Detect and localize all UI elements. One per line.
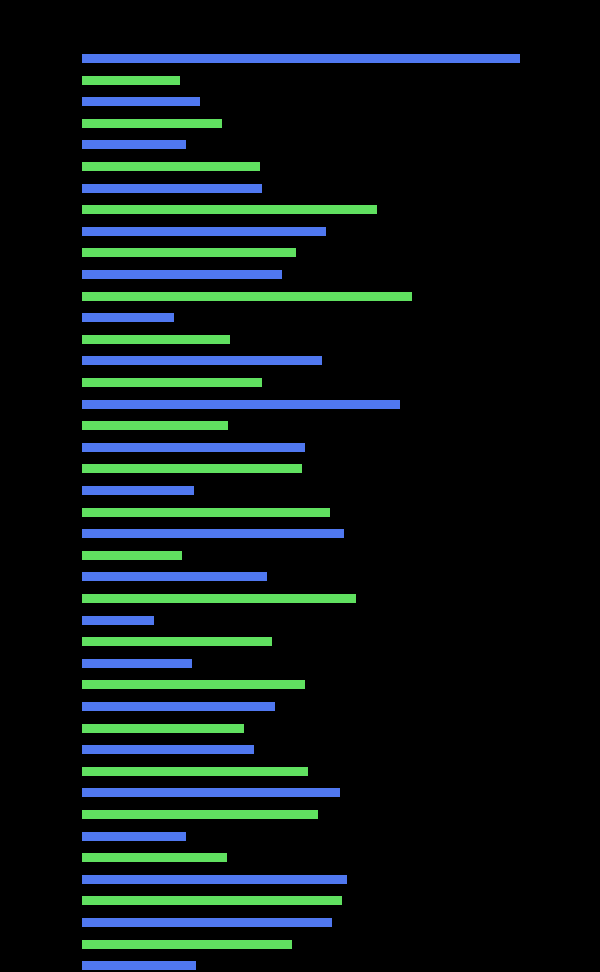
bar-27 — [82, 637, 272, 646]
bar-31 — [82, 724, 244, 733]
bar-0 — [82, 54, 520, 63]
bar-9 — [82, 248, 296, 257]
bar-13 — [82, 335, 230, 344]
bar-22 — [82, 529, 344, 538]
bar-26 — [82, 616, 154, 625]
bar-32 — [82, 745, 254, 754]
bar-39 — [82, 896, 342, 905]
bar-2 — [82, 97, 200, 106]
bar-21 — [82, 508, 330, 517]
bar-3 — [82, 119, 222, 128]
bar-41 — [82, 940, 292, 949]
bar-35 — [82, 810, 318, 819]
bar-18 — [82, 443, 305, 452]
bar-10 — [82, 270, 282, 279]
bar-37 — [82, 853, 227, 862]
bar-28 — [82, 659, 192, 668]
bar-16 — [82, 400, 400, 409]
bar-12 — [82, 313, 174, 322]
bar-25 — [82, 594, 356, 603]
bar-8 — [82, 227, 326, 236]
bar-19 — [82, 464, 302, 473]
bar-30 — [82, 702, 275, 711]
bar-29 — [82, 680, 305, 689]
bar-11 — [82, 292, 412, 301]
horizontal-bar-chart — [0, 0, 600, 972]
bar-4 — [82, 140, 186, 149]
bar-36 — [82, 832, 186, 841]
bar-7 — [82, 205, 377, 214]
bar-15 — [82, 378, 262, 387]
bar-23 — [82, 551, 182, 560]
bar-40 — [82, 918, 332, 927]
bar-34 — [82, 788, 340, 797]
bar-24 — [82, 572, 267, 581]
bar-42 — [82, 961, 196, 970]
bar-17 — [82, 421, 228, 430]
bar-20 — [82, 486, 194, 495]
bar-1 — [82, 76, 180, 85]
bar-14 — [82, 356, 322, 365]
bar-5 — [82, 162, 260, 171]
bar-33 — [82, 767, 308, 776]
bar-6 — [82, 184, 262, 193]
bar-38 — [82, 875, 347, 884]
